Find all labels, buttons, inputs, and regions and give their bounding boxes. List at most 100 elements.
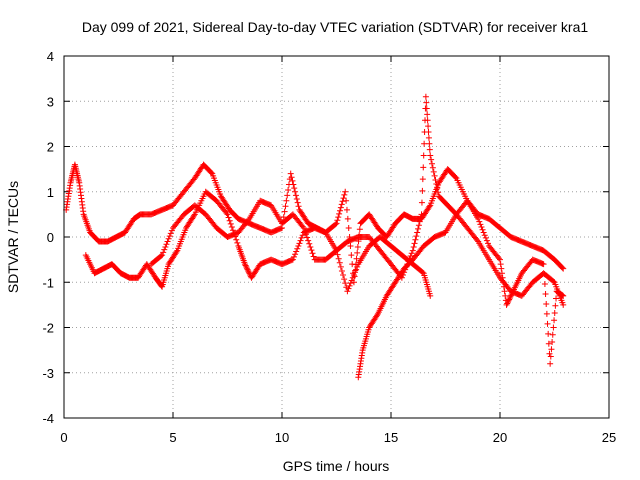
data-point bbox=[421, 140, 428, 147]
data-point bbox=[283, 197, 290, 204]
data-point bbox=[422, 93, 429, 100]
data-point bbox=[552, 302, 559, 309]
grid bbox=[64, 56, 609, 418]
data-point bbox=[402, 266, 409, 273]
data-point bbox=[541, 281, 548, 288]
data-point bbox=[412, 236, 419, 243]
data-point bbox=[434, 185, 441, 192]
data-point bbox=[452, 174, 459, 181]
x-tick-label: 25 bbox=[602, 430, 616, 445]
data-point bbox=[423, 105, 430, 112]
x-tick-label: 5 bbox=[169, 430, 176, 445]
data-point bbox=[352, 269, 359, 276]
data-point bbox=[281, 208, 288, 215]
data-point bbox=[354, 249, 361, 256]
data-point bbox=[338, 267, 345, 274]
data-point bbox=[245, 269, 252, 276]
data-point bbox=[418, 199, 425, 206]
data-point bbox=[296, 240, 303, 247]
data-point bbox=[282, 203, 289, 210]
data-point bbox=[407, 253, 414, 260]
data-point bbox=[495, 255, 502, 262]
data-point bbox=[284, 192, 291, 199]
series-track-a bbox=[63, 161, 567, 286]
data-point bbox=[337, 204, 344, 211]
data-point bbox=[483, 237, 490, 244]
data-point bbox=[285, 186, 292, 193]
data-point bbox=[290, 253, 297, 260]
data-point bbox=[162, 243, 169, 250]
data-point bbox=[428, 156, 435, 163]
data-point bbox=[404, 261, 411, 268]
data-point bbox=[416, 218, 423, 225]
data-point bbox=[420, 164, 427, 171]
data-point bbox=[485, 240, 492, 247]
data-point bbox=[233, 236, 240, 243]
data-point bbox=[159, 252, 166, 259]
data-point bbox=[356, 226, 363, 233]
axis-ticks: 0 5 10 15 20 25 -4 -3 -2 -1 0 1 2 3 4 bbox=[42, 49, 616, 445]
data-point bbox=[298, 234, 305, 241]
data-point bbox=[163, 241, 170, 248]
data-point bbox=[507, 293, 514, 300]
data-point bbox=[288, 174, 295, 181]
data-points bbox=[63, 93, 567, 381]
data-point bbox=[506, 296, 513, 303]
data-point bbox=[292, 251, 299, 258]
data-point bbox=[223, 210, 230, 217]
data-point bbox=[543, 310, 550, 317]
data-point bbox=[289, 256, 296, 263]
data-point bbox=[353, 255, 360, 262]
data-point bbox=[333, 220, 340, 227]
data-point bbox=[427, 152, 434, 159]
data-point bbox=[505, 297, 512, 304]
y-tick-label: -3 bbox=[42, 366, 54, 381]
data-point bbox=[290, 181, 297, 188]
data-point bbox=[293, 195, 300, 202]
data-point bbox=[344, 288, 351, 295]
data-point bbox=[338, 201, 345, 208]
data-point bbox=[545, 340, 552, 347]
series-track-c bbox=[355, 197, 567, 381]
data-point bbox=[224, 211, 231, 218]
data-point bbox=[348, 252, 355, 259]
data-point bbox=[560, 301, 567, 308]
data-point bbox=[411, 240, 418, 247]
data-point bbox=[245, 217, 252, 224]
data-point bbox=[161, 246, 168, 253]
data-point bbox=[340, 272, 347, 279]
data-point bbox=[540, 261, 547, 268]
data-point bbox=[342, 188, 349, 195]
data-point bbox=[398, 274, 405, 281]
series-track-d bbox=[148, 93, 567, 308]
data-point bbox=[403, 263, 410, 270]
data-point bbox=[166, 233, 173, 240]
data-point bbox=[243, 265, 250, 272]
y-tick-label: -2 bbox=[42, 321, 54, 336]
data-point bbox=[158, 282, 165, 289]
data-point bbox=[294, 245, 301, 252]
data-point bbox=[501, 288, 508, 295]
data-point bbox=[415, 225, 422, 232]
data-point bbox=[190, 212, 197, 219]
data-point bbox=[160, 249, 167, 256]
data-point bbox=[302, 231, 309, 238]
data-point bbox=[299, 223, 306, 230]
data-point bbox=[292, 192, 299, 199]
data-point bbox=[425, 134, 432, 141]
data-point bbox=[408, 250, 415, 257]
data-point bbox=[420, 152, 427, 159]
data-point bbox=[417, 214, 424, 221]
data-point bbox=[476, 218, 483, 225]
data-point bbox=[482, 234, 489, 241]
data-point bbox=[335, 214, 342, 221]
data-point bbox=[343, 197, 350, 204]
data-point bbox=[543, 300, 550, 307]
data-point bbox=[410, 243, 417, 250]
data-point bbox=[334, 217, 341, 224]
data-point bbox=[300, 224, 307, 231]
data-point bbox=[549, 338, 556, 345]
data-point bbox=[433, 181, 440, 188]
data-point bbox=[504, 300, 511, 307]
